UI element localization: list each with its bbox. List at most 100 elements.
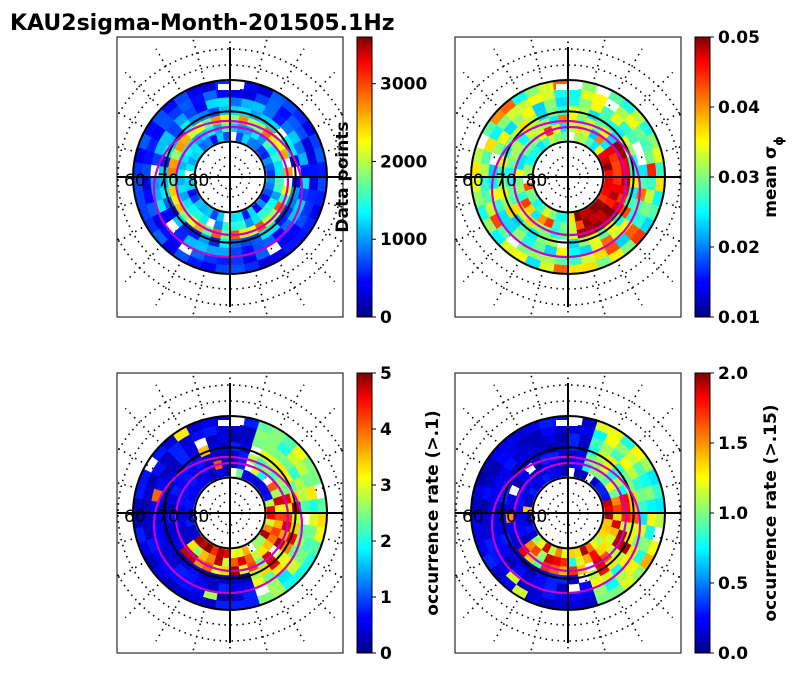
heatmap-cell	[567, 432, 581, 443]
polar-plot: 60 70 80	[455, 37, 681, 317]
heatmap-cell	[638, 500, 649, 514]
heatmap-cell	[300, 500, 311, 514]
heatmap-cell	[567, 96, 581, 107]
colorbar-tick-label: 2	[380, 532, 392, 552]
figure-title: KAU2sigma-Month-201505.1Hz	[10, 11, 395, 36]
heatmap-cell	[555, 247, 569, 258]
colorbar-tick-label: 2.0	[718, 364, 748, 384]
colorbar-label: mean σϕ	[761, 136, 786, 218]
colorbar-tick-label: 3000	[380, 75, 427, 95]
heatmap-cell	[215, 88, 231, 99]
latitude-label: 70	[157, 507, 179, 527]
colorbar-tick-label: 5	[380, 364, 392, 384]
oval-boundary	[174, 461, 290, 573]
heatmap-cell	[222, 467, 231, 477]
heatmap-cell	[229, 549, 238, 559]
heatmap-cell	[217, 247, 231, 258]
heatmap-cell	[215, 424, 231, 435]
colorbar: 0 1 2 3 4 5 occurrence rate (>.1)	[356, 364, 443, 664]
latitude-label: 60	[462, 507, 484, 527]
colorbar-tick-label: 0.01	[718, 308, 760, 328]
heatmap-cell	[229, 424, 245, 435]
oval-boundary	[152, 455, 304, 595]
colorbar-tick-label: 1.0	[718, 504, 748, 524]
latitude-label: 60	[462, 171, 484, 191]
heatmap-cell	[553, 424, 569, 435]
latitude-label: 70	[157, 171, 179, 191]
colorbar-label: Data points	[333, 121, 353, 232]
colorbar-tick-label: 3	[380, 476, 392, 496]
heatmap-cell	[567, 557, 577, 568]
oval-boundary	[490, 455, 642, 595]
heatmap-cell	[308, 498, 319, 514]
heatmap-cell	[646, 162, 657, 178]
heatmap-cell	[274, 168, 285, 178]
heatmap-cell	[567, 549, 576, 559]
latitude-label: 80	[188, 507, 210, 527]
colorbar-tick-label: 1	[380, 588, 392, 608]
heatmap-cell	[567, 221, 577, 232]
heatmap-cell	[560, 467, 569, 477]
oval-boundary	[512, 461, 628, 573]
heatmap-cell	[222, 131, 231, 141]
heatmap-cell	[217, 432, 231, 443]
colorbar: 0 1000 2000 3000 Data points	[333, 36, 427, 328]
heatmap-cell	[604, 169, 614, 178]
heatmap-cell	[592, 92, 609, 107]
colorbar-tick-label: 0.03	[718, 168, 760, 188]
heatmap-cell	[646, 512, 657, 528]
latitude-label: 70	[495, 507, 517, 527]
heatmap-cells	[132, 415, 328, 611]
colorbar-tick-label: 0.05	[718, 28, 760, 48]
heatmap-cell	[229, 88, 245, 99]
polar-plot: 60 70 80	[455, 373, 681, 653]
colorbar-gradient	[694, 372, 711, 654]
heatmap-cell	[229, 221, 239, 232]
colorbar-label: occurrence rate (>.1)	[423, 410, 443, 615]
heatmap-cell	[555, 432, 569, 443]
polar-plot: 60 70 80	[117, 37, 343, 317]
heatmap-cell	[567, 424, 583, 435]
polar-plot: 60 70 80	[117, 373, 343, 653]
heatmap-cells	[470, 415, 666, 611]
heatmap-cell	[560, 131, 569, 141]
latitude-label: 80	[188, 171, 210, 191]
latitude-label: 80	[526, 171, 548, 191]
colorbar-tick-label: 1.5	[718, 434, 748, 454]
oval-boundary	[512, 125, 628, 237]
latitude-label: 80	[526, 507, 548, 527]
heatmap-cell	[612, 504, 623, 514]
heatmap-cell	[555, 583, 569, 594]
panel-occurrence-15: 60 70 80 0.0 0.5 1.0 1.5 2.0 occurrence rate (>.…	[454, 364, 781, 664]
colorbar-tick-label: 1000	[380, 230, 427, 250]
colorbar-tick-label: 0.0	[718, 644, 748, 664]
colorbar-tick-label: 0.5	[718, 574, 748, 594]
heatmap-cell	[308, 162, 319, 178]
colorbar-gradient	[356, 36, 373, 318]
colorbar-tick-label: 4	[380, 420, 392, 440]
heatmap-cell	[612, 168, 623, 178]
heatmap-cell	[266, 505, 276, 514]
heatmap-cell	[229, 213, 238, 223]
latitude-label: 60	[124, 171, 146, 191]
colorbar-label: occurrence rate (>.15)	[761, 404, 781, 621]
heatmap-cells	[132, 79, 328, 275]
oval-boundary	[174, 125, 290, 237]
heatmap-cell	[217, 583, 231, 594]
heatmap-cell	[308, 512, 319, 528]
heatmap-cell	[217, 96, 231, 107]
colorbar: 0.0 0.5 1.0 1.5 2.0 occurrence rate (>.15)	[694, 364, 781, 664]
heatmap-cell	[229, 432, 243, 443]
panel-mean-sigma: 60 70 80 0.01 0.02 0.03 0.04 0.05 mean σϕ	[454, 28, 786, 328]
colorbar-tick-label: 0.02	[718, 238, 760, 258]
heatmap-cell	[229, 96, 243, 107]
colorbar: 0.01 0.02 0.03 0.04 0.05 mean σϕ	[694, 28, 786, 328]
heatmap-cell	[567, 213, 576, 223]
colorbar-tick-label: 0	[380, 308, 392, 328]
heatmap-cell	[646, 498, 657, 514]
colorbar-tick-label: 0	[380, 644, 392, 664]
heatmap-cell	[553, 88, 569, 99]
heatmap-cell	[555, 96, 569, 107]
